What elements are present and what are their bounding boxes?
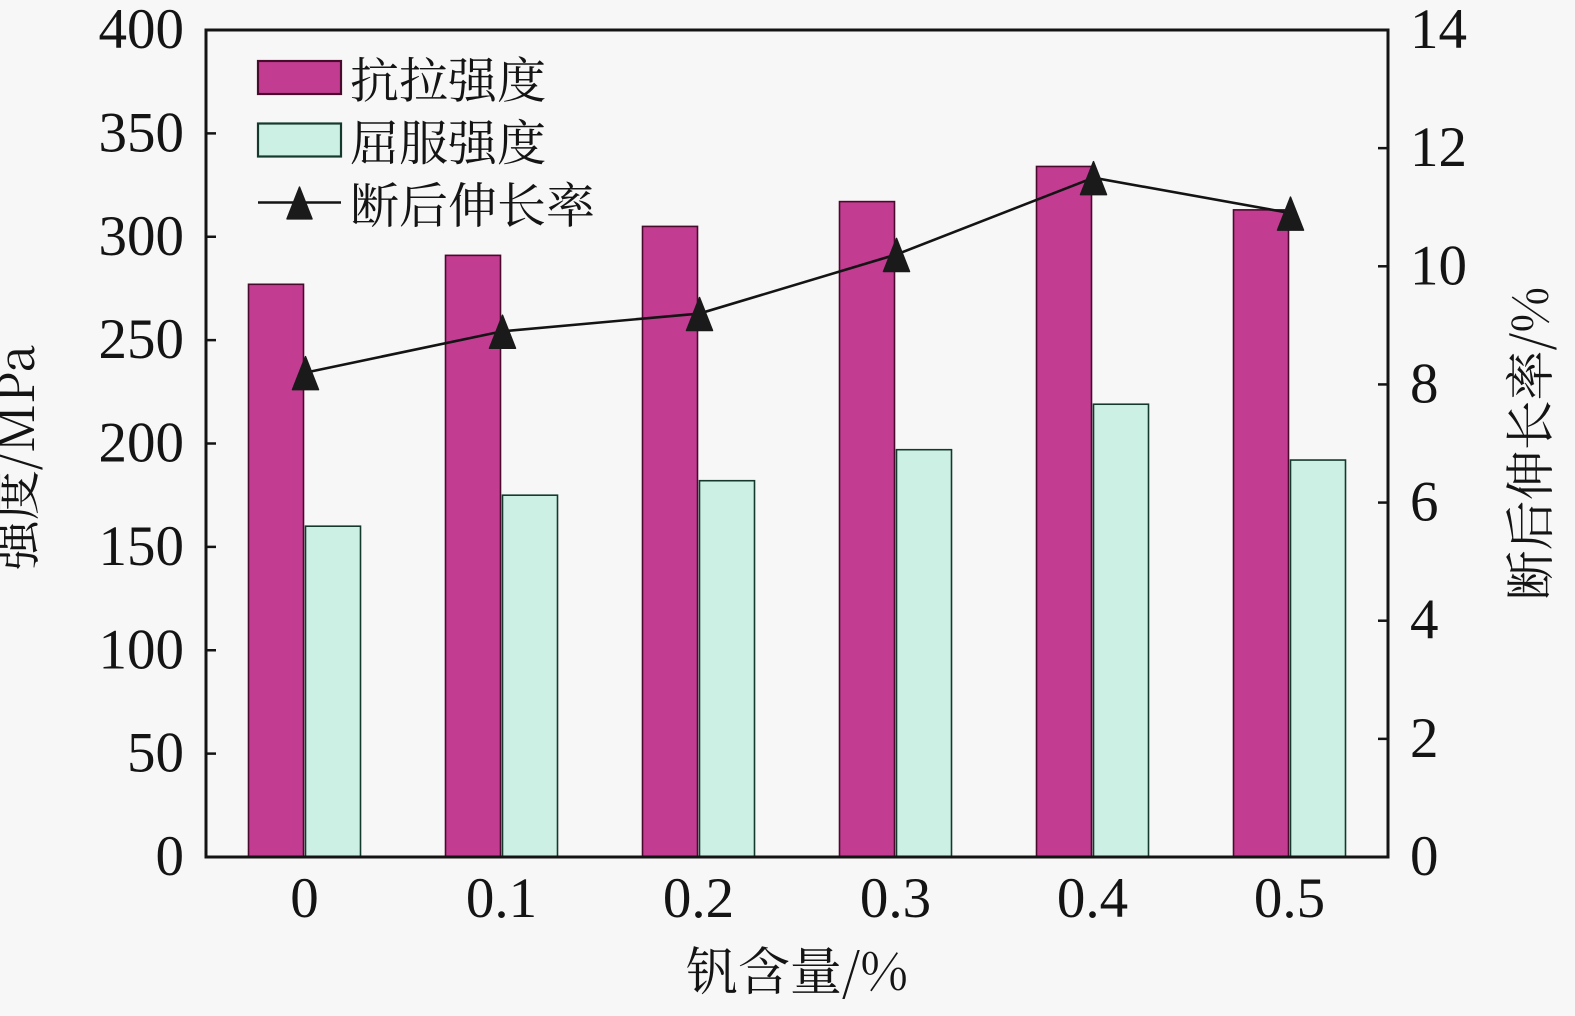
svg-text:0.5: 0.5 [1254, 867, 1325, 930]
svg-text:6: 6 [1410, 471, 1439, 534]
svg-text:12: 12 [1410, 116, 1467, 179]
svg-text:250: 250 [99, 308, 185, 371]
svg-text:断后伸长率/%: 断后伸长率/% [1491, 287, 1563, 601]
svg-text:屈服强度: 屈服强度 [350, 106, 546, 176]
svg-text:150: 150 [99, 515, 185, 578]
svg-text:断后伸长率: 断后伸长率 [350, 168, 595, 238]
svg-text:0: 0 [290, 867, 319, 930]
svg-text:4: 4 [1410, 589, 1439, 652]
svg-text:0: 0 [156, 825, 185, 888]
svg-text:50: 50 [127, 722, 184, 785]
svg-text:0.4: 0.4 [1057, 867, 1128, 930]
svg-text:10: 10 [1410, 234, 1467, 297]
svg-text:强度/MPa: 强度/MPa [0, 345, 49, 571]
svg-text:0: 0 [1410, 825, 1439, 888]
svg-text:14: 14 [1410, 0, 1467, 61]
svg-text:2: 2 [1410, 707, 1439, 770]
svg-text:400: 400 [99, 0, 185, 61]
svg-text:100: 100 [99, 618, 185, 681]
svg-text:300: 300 [99, 205, 185, 268]
svg-text:0.2: 0.2 [663, 867, 734, 930]
svg-text:350: 350 [99, 101, 185, 164]
svg-text:0.3: 0.3 [860, 867, 931, 930]
svg-text:抗拉强度: 抗拉强度 [350, 43, 546, 113]
svg-text:8: 8 [1410, 352, 1439, 415]
svg-text:钒含量/%: 钒含量/% [686, 930, 908, 1005]
svg-text:0.1: 0.1 [466, 867, 537, 930]
svg-text:200: 200 [99, 412, 185, 475]
